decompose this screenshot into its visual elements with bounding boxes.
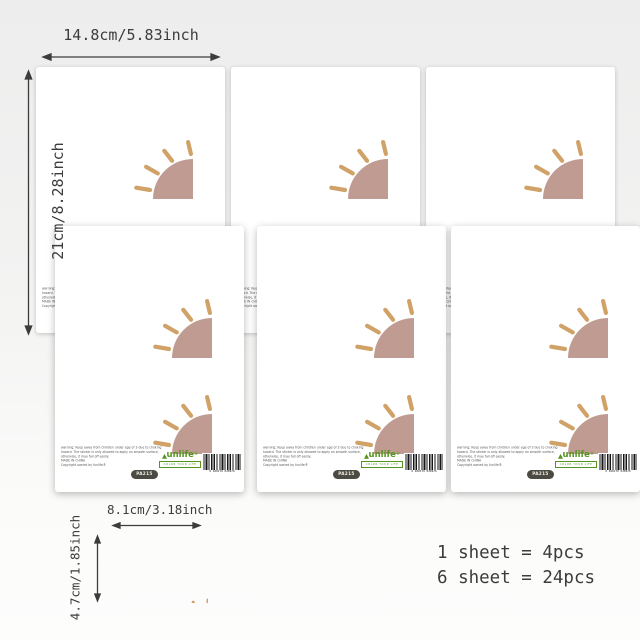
- decal-width-label: 8.1cm/3.18inch: [107, 502, 213, 517]
- brand-tagline: COLOR YOUR LIFE: [159, 460, 201, 468]
- made-in-line: MADE IN CHINA: [263, 459, 288, 463]
- split-sun-motif: [282, 330, 422, 454]
- barcode-bars: [599, 454, 637, 470]
- brand-name: unlife: [166, 450, 194, 460]
- sku-text: PA215: [136, 471, 153, 477]
- warning-line: hazard. The sticker is only allowed to a…: [263, 450, 361, 454]
- sku-badge: PA215: [131, 469, 158, 479]
- count-note-1: 1 sheet = 4pcs: [437, 543, 585, 563]
- sticker-sheet: warning: Keep away from children under a…: [55, 226, 244, 492]
- warning-line: otherwise, it may fall off easily.: [263, 454, 312, 459]
- barcode: 6 920179 028976: [202, 453, 242, 477]
- brand-logo: ▲unlife® COLOR YOUR LIFE: [555, 451, 597, 468]
- warning-line: warning: Keep away from children under a…: [457, 446, 558, 450]
- warning-text: warning: Keep away from children under a…: [61, 446, 162, 490]
- sheet-width-arrow: [41, 52, 221, 62]
- warning-line: warning: Keep away from children under a…: [61, 446, 162, 450]
- roof-icon: ▲: [558, 452, 564, 460]
- registered-mark: ®: [395, 451, 400, 456]
- reference-sun-decal: [98, 545, 208, 603]
- split-sun-motif: [476, 330, 616, 454]
- copyright-line: Copyright owned by funlife®: [61, 463, 106, 468]
- sticker-sheet: warning: Keep away from children under a…: [451, 226, 640, 492]
- brand-tagline: COLOR YOUR LIFE: [555, 460, 597, 468]
- decal-height-label: 4.7cm/1.85inch: [67, 514, 83, 621]
- barcode-digits: 6 920179 028976: [209, 470, 235, 473]
- made-in-line: MADE IN CHINA: [42, 300, 66, 304]
- copyright-line: Copyright owned by funlife®: [457, 463, 502, 468]
- sheet-width-label: 14.8cm/5.83inch: [63, 26, 199, 44]
- barcode-bars: [405, 454, 443, 470]
- sku-badge: PA215: [333, 469, 360, 479]
- warning-text: warning: Keep away from children under a…: [457, 446, 558, 490]
- sku-text: PA215: [338, 471, 355, 477]
- made-in-line: MADE IN CHINA: [61, 459, 86, 463]
- count-note-2: 6 sheet = 24pcs: [437, 568, 596, 588]
- brand-tagline: COLOR YOUR LIFE: [361, 460, 403, 468]
- barcode: 6 920179 028976: [404, 453, 444, 477]
- made-in-line: MADE IN CHINA: [237, 300, 262, 304]
- brand-name: unlife: [368, 450, 396, 460]
- brand-logo: ▲unlife® COLOR YOUR LIFE: [361, 451, 403, 468]
- sku-text: PA215: [532, 471, 549, 477]
- sheet-height-arrow: [24, 69, 33, 336]
- barcode-bars: [203, 454, 241, 470]
- sheet-height-label: 21cm/8.28inch: [49, 142, 67, 260]
- registered-mark: ®: [589, 451, 594, 456]
- sticker-sheet: warning: Keep away from children under a…: [257, 226, 446, 492]
- split-sun-motif: [80, 330, 220, 454]
- warning-line: otherwise, it may fall off easily.: [61, 454, 110, 459]
- roof-icon: ▲: [364, 452, 370, 460]
- copyright-line: Copyright owned by funlife®: [263, 463, 308, 468]
- roof-icon: ▲: [162, 452, 168, 460]
- sku-badge: PA215: [527, 469, 554, 479]
- brand-logo: ▲unlife® COLOR YOUR LIFE: [159, 451, 201, 468]
- registered-mark: ®: [193, 451, 198, 456]
- warning-line: hazard. The sticker is only allowed to a…: [61, 450, 159, 454]
- warning-text: warning: Keep away from children under a…: [263, 446, 364, 490]
- made-in-line: MADE IN CHINA: [457, 459, 482, 463]
- brand-name: unlife: [562, 450, 590, 460]
- warning-line: otherwise, it may fall off easily.: [457, 454, 506, 459]
- barcode: 6 920179 028976: [598, 453, 638, 477]
- warning-line: warning: Keep away from children under a…: [263, 446, 364, 450]
- barcode-digits: 6 920179 028976: [411, 470, 437, 473]
- warning-line: hazard. The sticker is only allowed to a…: [457, 450, 555, 454]
- decal-width-arrow: [111, 521, 202, 530]
- barcode-digits: 6 920179 028976: [605, 470, 631, 473]
